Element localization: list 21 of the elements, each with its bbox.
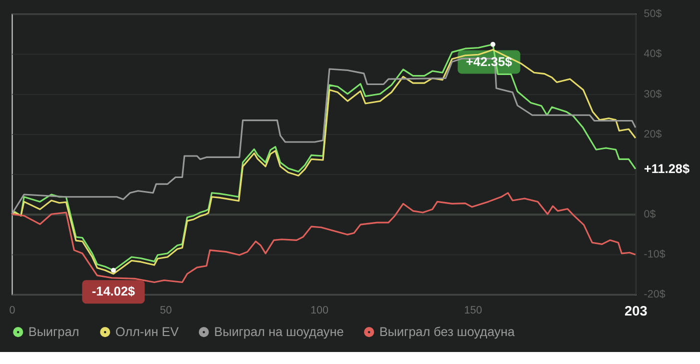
x-tick-label: 150	[464, 304, 482, 316]
x-tick-label: 0	[9, 304, 16, 316]
y-tick-label: 40$	[644, 48, 662, 60]
legend-label: Выиграл без шоудауна	[379, 325, 516, 340]
line-series	[10, 192, 636, 284]
line-series	[10, 58, 636, 215]
y-tick-label: -20$	[644, 288, 666, 301]
y-tick-label: -10$	[644, 248, 666, 261]
y-tick-label: 20$	[644, 128, 662, 140]
x-tick-label: 100	[310, 304, 328, 316]
annotation: +11.28$	[644, 162, 690, 176]
annotation: +42.35$	[466, 54, 512, 69]
annotation: -14.02$	[92, 284, 135, 299]
legend-label: Выиграл	[28, 325, 80, 340]
y-tick-label: 50$	[644, 8, 662, 20]
y-tick-label: 30$	[644, 88, 662, 100]
x-tick-label: 203	[624, 303, 648, 318]
legend-label: Выиграл на шоудауне	[214, 325, 344, 340]
legend-label: Олл-ин EV	[115, 325, 180, 340]
x-tick-label: 50	[160, 304, 172, 316]
y-tick-label: 0$	[644, 208, 656, 221]
